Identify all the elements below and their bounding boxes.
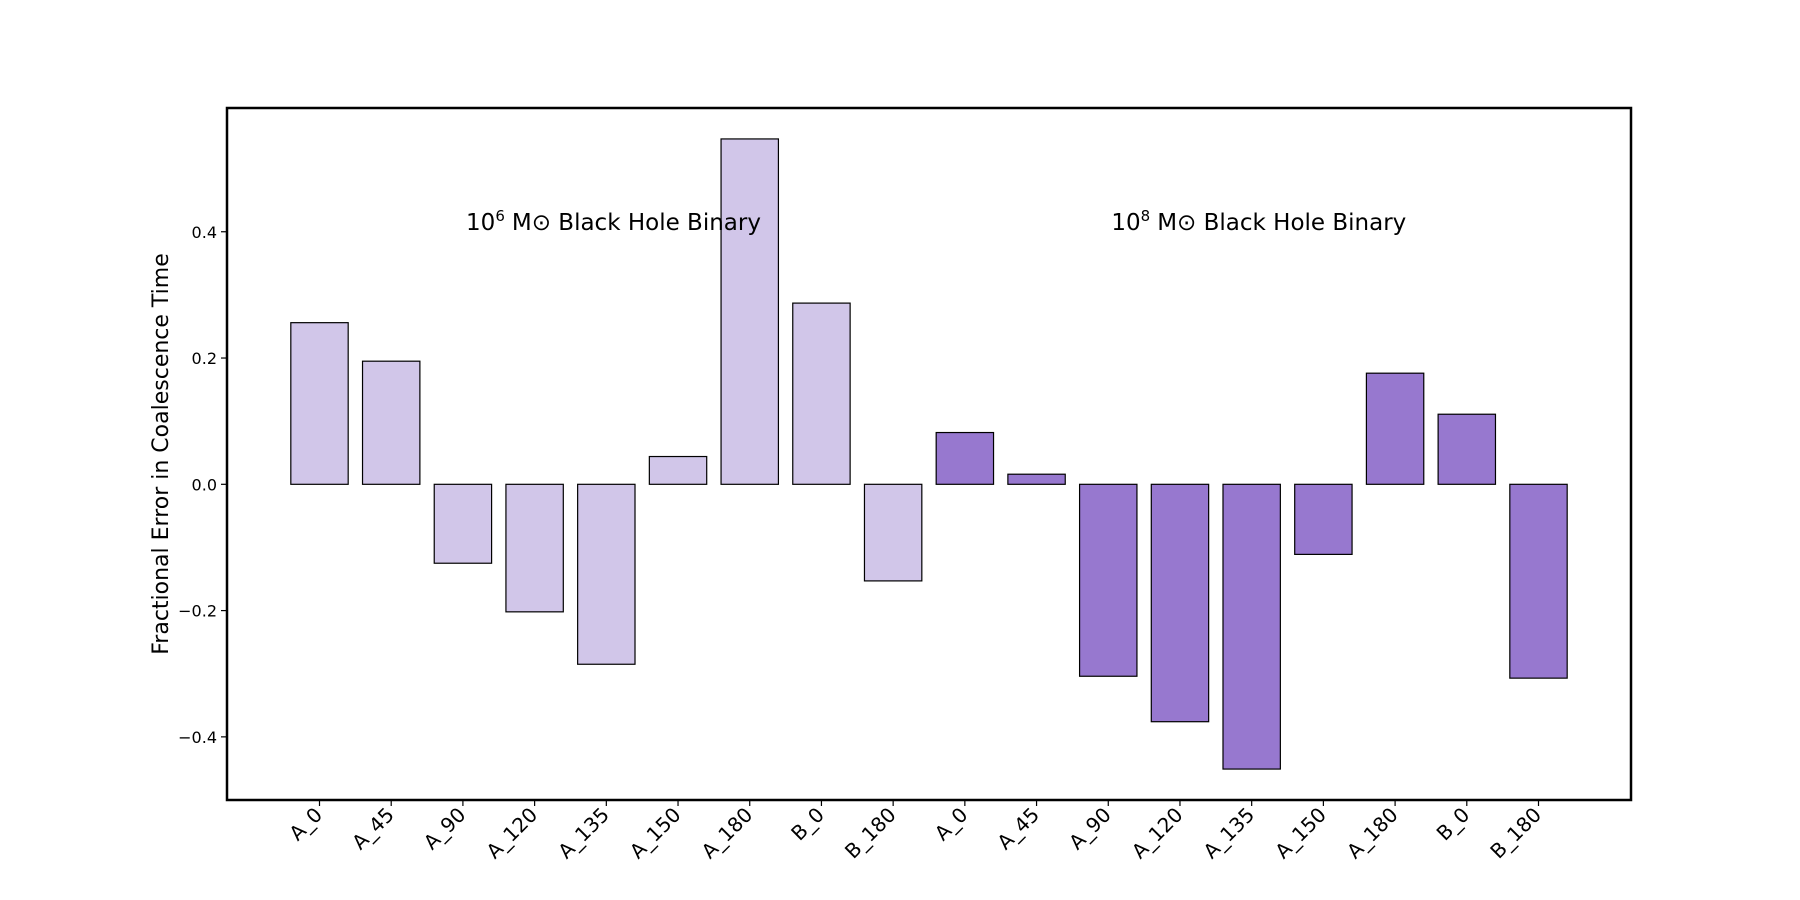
y-tick-label: −0.4 [178, 728, 217, 747]
x-tick-label: A_120 [1127, 803, 1188, 864]
bar [433, 483, 493, 564]
bar [1007, 473, 1066, 485]
x-tick-label: B_180 [1485, 803, 1546, 864]
y-tick-label: 0.4 [192, 223, 217, 242]
x-tick-label: A_45 [347, 803, 399, 855]
annotation-base: 10 [1111, 210, 1140, 236]
y-tick-label: 0.0 [192, 475, 217, 494]
bar [1365, 372, 1425, 485]
bar [935, 431, 995, 485]
bar [361, 360, 421, 485]
annotation-exponent: 8 [1141, 207, 1151, 225]
annotation: 108 M⊙ Black Hole Binary [1111, 207, 1406, 236]
x-tick-label: B_0 [786, 803, 829, 846]
x-tick-label: A_135 [553, 803, 614, 864]
bar [1509, 483, 1568, 679]
annotation-base: 10 [466, 210, 495, 236]
bar [1078, 483, 1138, 677]
bar [505, 483, 564, 613]
bar [648, 455, 708, 485]
annotation: 106 M⊙ Black Hole Binary [466, 207, 761, 236]
x-tick-label: A_180 [697, 803, 758, 864]
bar [720, 138, 780, 485]
y-tick-label: −0.2 [178, 602, 217, 621]
bar [792, 302, 851, 485]
y-tick-label: 0.2 [192, 349, 217, 368]
bar [577, 483, 636, 665]
plot-frame [225, 106, 1633, 802]
bar [290, 322, 349, 485]
x-tick-label: A_135 [1198, 803, 1259, 864]
x-tick-label: A_90 [419, 803, 471, 855]
x-tick-label: B_0 [1432, 803, 1475, 846]
x-tick-label: A_150 [1270, 803, 1331, 864]
x-tick-label: A_0 [930, 803, 973, 846]
annotation-text: M⊙ Black Hole Binary [1157, 210, 1406, 236]
x-tick-label: A_120 [481, 803, 542, 864]
annotation-text: M⊙ Black Hole Binary [512, 210, 761, 236]
annotation-exponent: 6 [495, 207, 505, 225]
bar [863, 483, 923, 582]
y-axis-label: Fractional Error in Coalescence Time [149, 253, 174, 655]
bar [1222, 483, 1281, 770]
x-tick-label: A_150 [625, 803, 686, 864]
x-tick-label: A_0 [284, 803, 327, 846]
bar [1437, 413, 1497, 485]
x-tick-label: B_180 [840, 803, 901, 864]
bar [1294, 483, 1353, 555]
x-tick-label: A_180 [1342, 803, 1403, 864]
bar [1150, 483, 1210, 723]
x-tick-label: A_45 [992, 803, 1044, 855]
x-tick-label: A_90 [1064, 803, 1116, 855]
